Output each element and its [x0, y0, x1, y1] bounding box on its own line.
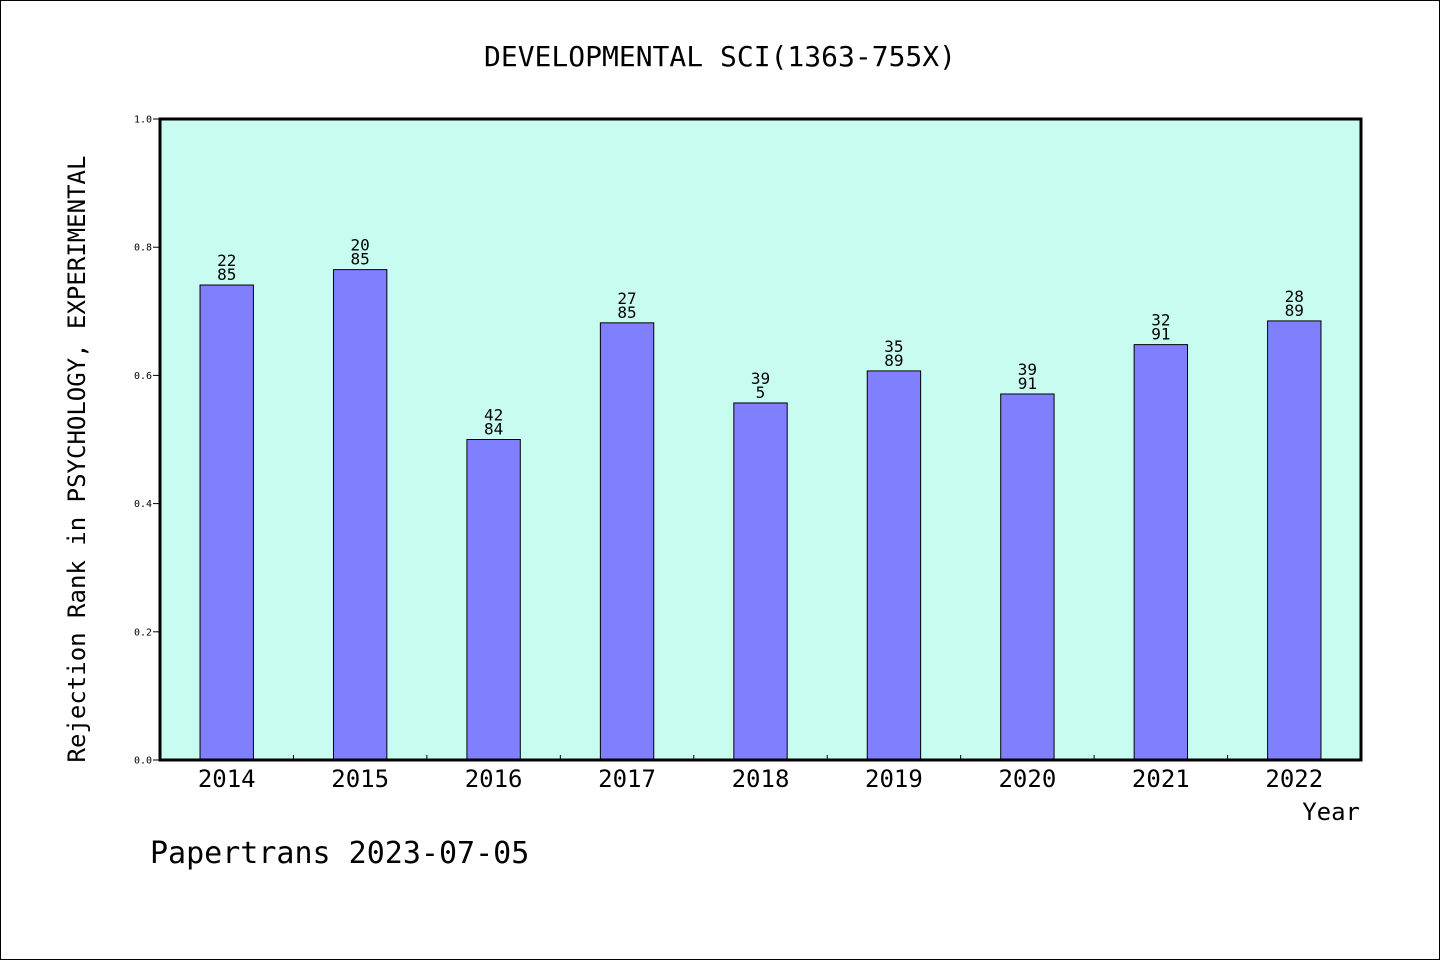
x-tick-label: 2020 [998, 765, 1056, 793]
y-tick-label: 0.4 [134, 499, 152, 510]
bar [466, 439, 521, 761]
bar [1267, 320, 1322, 761]
bar-label-bottom: 89 [884, 351, 903, 370]
bar-label-top: 20 [351, 236, 370, 255]
bar-label-bottom: 91 [1151, 325, 1170, 344]
bar-label-bottom: 84 [484, 420, 503, 439]
plot-border [158, 117, 1363, 762]
bar-label-top: 28 [1285, 287, 1304, 306]
bar-label-top: 39 [1018, 360, 1037, 379]
bar-label-top: 39 [751, 369, 770, 388]
x-tick-label: 2016 [465, 765, 523, 793]
bar [599, 322, 655, 761]
x-axis-label: Year [1302, 798, 1360, 826]
x-axis: 2014 2015 2016 2017 2018 2019 2020 2021 2022 [198, 755, 1323, 793]
bar [733, 402, 788, 761]
x-tick-label: 2015 [331, 765, 389, 793]
y-tick-label: 1.0 [134, 115, 152, 126]
y-tick-label: 0.2 [134, 627, 152, 638]
bar-label-bottom: 85 [617, 303, 636, 322]
bar [1133, 344, 1189, 761]
bar-label-top: 42 [484, 406, 503, 425]
x-tick-label: 2017 [598, 765, 656, 793]
bar-label-top: 27 [617, 289, 636, 308]
bar-label-bottom: 85 [351, 250, 370, 269]
x-tick-label: 2021 [1132, 765, 1190, 793]
chart-title: DEVELOPMENTAL SCI(1363-755X) [484, 40, 956, 73]
bar-label-bottom: 85 [217, 265, 236, 284]
y-axis-label: Rejection Rank in PSYCHOLOGY, EXPERIMENT… [63, 156, 91, 763]
bar [199, 284, 254, 761]
bars-group [199, 269, 1322, 761]
bar [332, 269, 388, 761]
y-tick-label: 0.0 [134, 756, 152, 767]
bar [866, 370, 922, 761]
bar-label-top: 35 [884, 337, 903, 356]
bar-label-top: 32 [1151, 311, 1170, 330]
x-tick-label: 2022 [1265, 765, 1323, 793]
y-tick-label: 0.6 [134, 371, 152, 382]
bar-label-bottom: 89 [1285, 301, 1304, 320]
y-axis: 0.0 0.2 0.4 0.6 0.8 1.0 [134, 115, 160, 767]
footer-text: Papertrans 2023-07-05 [150, 836, 529, 871]
y-tick-label: 0.8 [134, 243, 152, 254]
x-tick-label: 2014 [198, 765, 256, 793]
x-tick-label: 2018 [732, 765, 790, 793]
bar-label-top: 22 [217, 251, 236, 270]
x-tick-label: 2019 [865, 765, 923, 793]
bar [1000, 393, 1055, 761]
bar-label-bottom: 91 [1018, 374, 1037, 393]
bar-label-bottom: 5 [756, 383, 766, 402]
